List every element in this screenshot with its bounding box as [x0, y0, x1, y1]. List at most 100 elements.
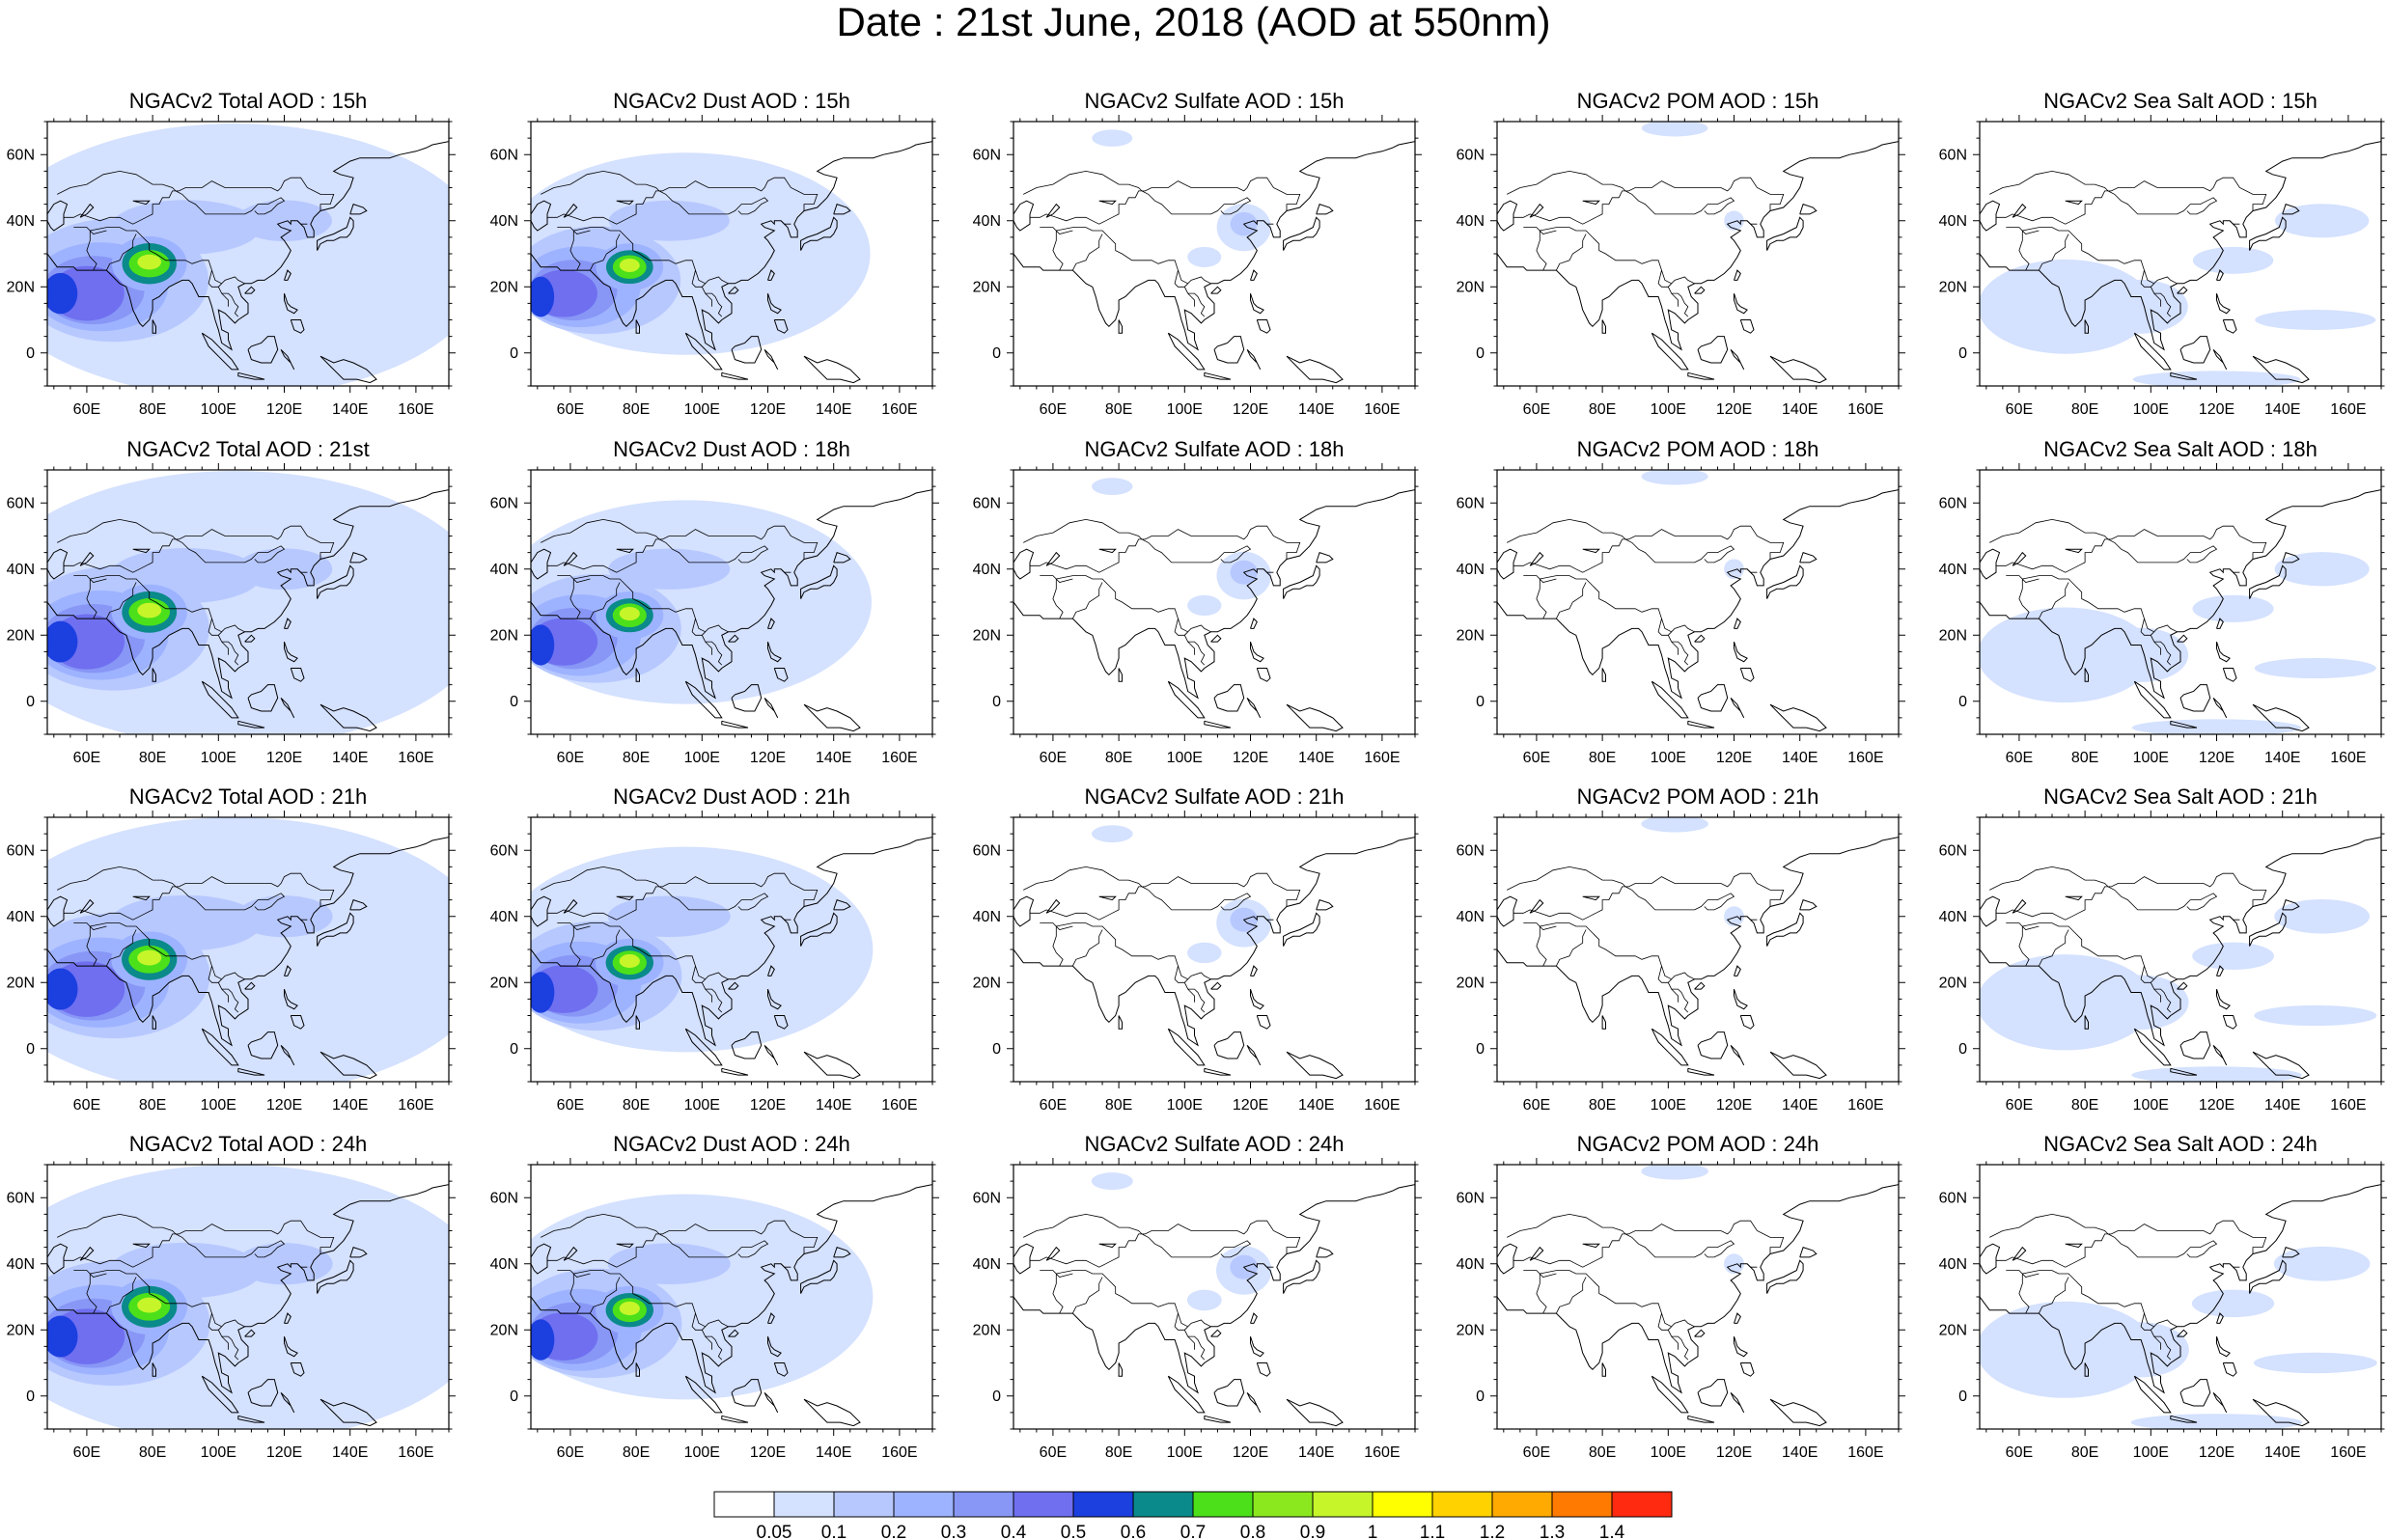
lon-label: 120E: [266, 1444, 302, 1461]
lat-label: 40N: [973, 909, 1001, 925]
country-borders: [541, 170, 819, 317]
panel-title: NGACv2 Sulfate AOD : 15h: [1084, 89, 1345, 113]
lon-label: 160E: [398, 1444, 433, 1461]
aod-field: [531, 489, 932, 734]
map-panel: 60E 80E 100E 120E 140E 160E 60N 40N 20N 0: [7, 463, 456, 766]
colorbar-label: 0.8: [1240, 1523, 1265, 1540]
lat-label: 60N: [490, 495, 518, 511]
lon-label: 60E: [557, 750, 584, 766]
lat-label: 40N: [490, 1256, 518, 1273]
lon-label: 120E: [750, 401, 786, 418]
aod-contour: [2192, 942, 2274, 971]
aod-contour: [2254, 657, 2376, 679]
map-panel: 60E 80E 100E 120E 140E 160E 60N 40N 20N 0: [7, 811, 456, 1114]
lon-label: 100E: [1651, 1444, 1686, 1461]
lat-label: 20N: [490, 279, 518, 295]
map-panel: 60E 80E 100E 120E 140E 160E 60N 40N 20N 0: [1939, 811, 2387, 1114]
lon-label: 120E: [266, 1097, 302, 1114]
lon-label: 80E: [1105, 1097, 1132, 1114]
aod-contour: [607, 1243, 731, 1285]
lat-label: 20N: [973, 975, 1001, 991]
lat-label: 40N: [7, 1256, 35, 1273]
lon-label: 80E: [1589, 1444, 1616, 1461]
map-panel: 60E 80E 100E 120E 140E 160E 60N 40N 20N 0: [1457, 1158, 1905, 1461]
lat-label: 0: [992, 1389, 1001, 1405]
lon-label: 80E: [1589, 750, 1616, 766]
lat-label: 40N: [1457, 213, 1485, 230]
lon-label: 120E: [1233, 1097, 1268, 1114]
map-panel: 60E 80E 100E 120E 140E 160E 60N 40N 20N 0: [973, 463, 1422, 766]
coastline: [531, 489, 932, 734]
lon-label: 120E: [1233, 750, 1268, 766]
lon-label: 60E: [1040, 1097, 1067, 1114]
lat-label: 40N: [7, 562, 35, 578]
colorbar: 0.05 0.1 0.2 0.3 0.4 0.5 0.6 0.7 0.8 0.9 1 1.1 1.2 1.…: [713, 1491, 1673, 1540]
lon-label: 100E: [1167, 750, 1203, 766]
lon-label: 160E: [881, 401, 917, 418]
map-background: [1497, 470, 1899, 734]
panel-title: NGACv2 POM AOD : 18h: [1576, 437, 1819, 461]
lon-label: 120E: [750, 1444, 786, 1461]
lat-label: 0: [26, 345, 35, 362]
lat-label: 60N: [1939, 842, 1967, 859]
country-borders: [1023, 170, 1301, 317]
lon-label: 100E: [684, 750, 720, 766]
colorbar-swatch: [1372, 1491, 1433, 1518]
aod-contour: [2192, 246, 2274, 274]
aod-field: [47, 1165, 449, 1429]
aod-contour: [236, 548, 333, 591]
lon-label: 80E: [623, 1097, 650, 1114]
aod-contour: [2273, 1246, 2371, 1281]
colorbar-swatch: [1252, 1491, 1314, 1518]
map-panel: 60E 80E 100E 120E 140E 160E 60N 40N 20N 0: [973, 1158, 1422, 1461]
aod-field: [1980, 489, 2381, 734]
lon-label: 120E: [2199, 401, 2234, 418]
colorbar-swatch: [1192, 1491, 1254, 1518]
aod-contour: [47, 968, 78, 1010]
lat-label: 60N: [1457, 842, 1485, 859]
aod-contour: [1641, 122, 1708, 137]
lon-label: 60E: [73, 1097, 100, 1114]
aod-contour: [531, 624, 555, 666]
map-background: [1497, 122, 1899, 386]
lon-label: 60E: [2006, 750, 2033, 766]
colorbar-swatch: [1611, 1491, 1673, 1518]
lon-label: 120E: [1716, 750, 1752, 766]
panel-title: NGACv2 Sea Salt AOD : 15h: [2043, 89, 2318, 113]
aod-contour: [619, 606, 640, 621]
colorbar-label: 0.5: [1061, 1523, 1086, 1540]
lon-label: 100E: [1167, 1444, 1203, 1461]
lon-label: 100E: [2133, 750, 2169, 766]
lat-label: 40N: [490, 909, 518, 925]
aod-contour: [2094, 279, 2188, 334]
lat-label: 0: [510, 1041, 518, 1058]
lat-label: 20N: [1457, 279, 1485, 295]
coastline: [1013, 489, 1415, 734]
lon-label: 100E: [684, 1097, 720, 1114]
lon-label: 160E: [1364, 401, 1400, 418]
aod-contour: [1187, 594, 1222, 617]
lat-label: 20N: [490, 1322, 518, 1338]
aod-field: [1013, 825, 1415, 1082]
lon-label: 140E: [1298, 1444, 1334, 1461]
lon-label: 80E: [1589, 1097, 1616, 1114]
aod-contour: [608, 200, 730, 241]
panel-title: NGACv2 Total AOD : 15h: [128, 89, 368, 113]
lat-label: 20N: [490, 975, 518, 991]
lon-label: 100E: [684, 1444, 720, 1461]
coastline: [1497, 1184, 1899, 1429]
lon-label: 80E: [1105, 1444, 1132, 1461]
lon-label: 160E: [1847, 1444, 1883, 1461]
colorbar-label: 0.3: [941, 1523, 966, 1540]
colorbar-label: 1.3: [1540, 1523, 1565, 1540]
lat-label: 0: [1476, 694, 1485, 710]
lat-label: 40N: [1939, 1256, 1967, 1273]
colorbar-label: 1.1: [1420, 1523, 1445, 1540]
panel-title: NGACv2 Sea Salt AOD : 21h: [2043, 784, 2318, 809]
coastline: [1013, 141, 1415, 386]
panel-title: NGACv2 POM AOD : 21h: [1576, 784, 1819, 809]
lat-label: 0: [1958, 345, 1967, 362]
aod-contour: [137, 254, 162, 270]
panel-title: NGACv2 Sulfate AOD : 18h: [1084, 437, 1345, 461]
aod-contour: [531, 276, 555, 317]
